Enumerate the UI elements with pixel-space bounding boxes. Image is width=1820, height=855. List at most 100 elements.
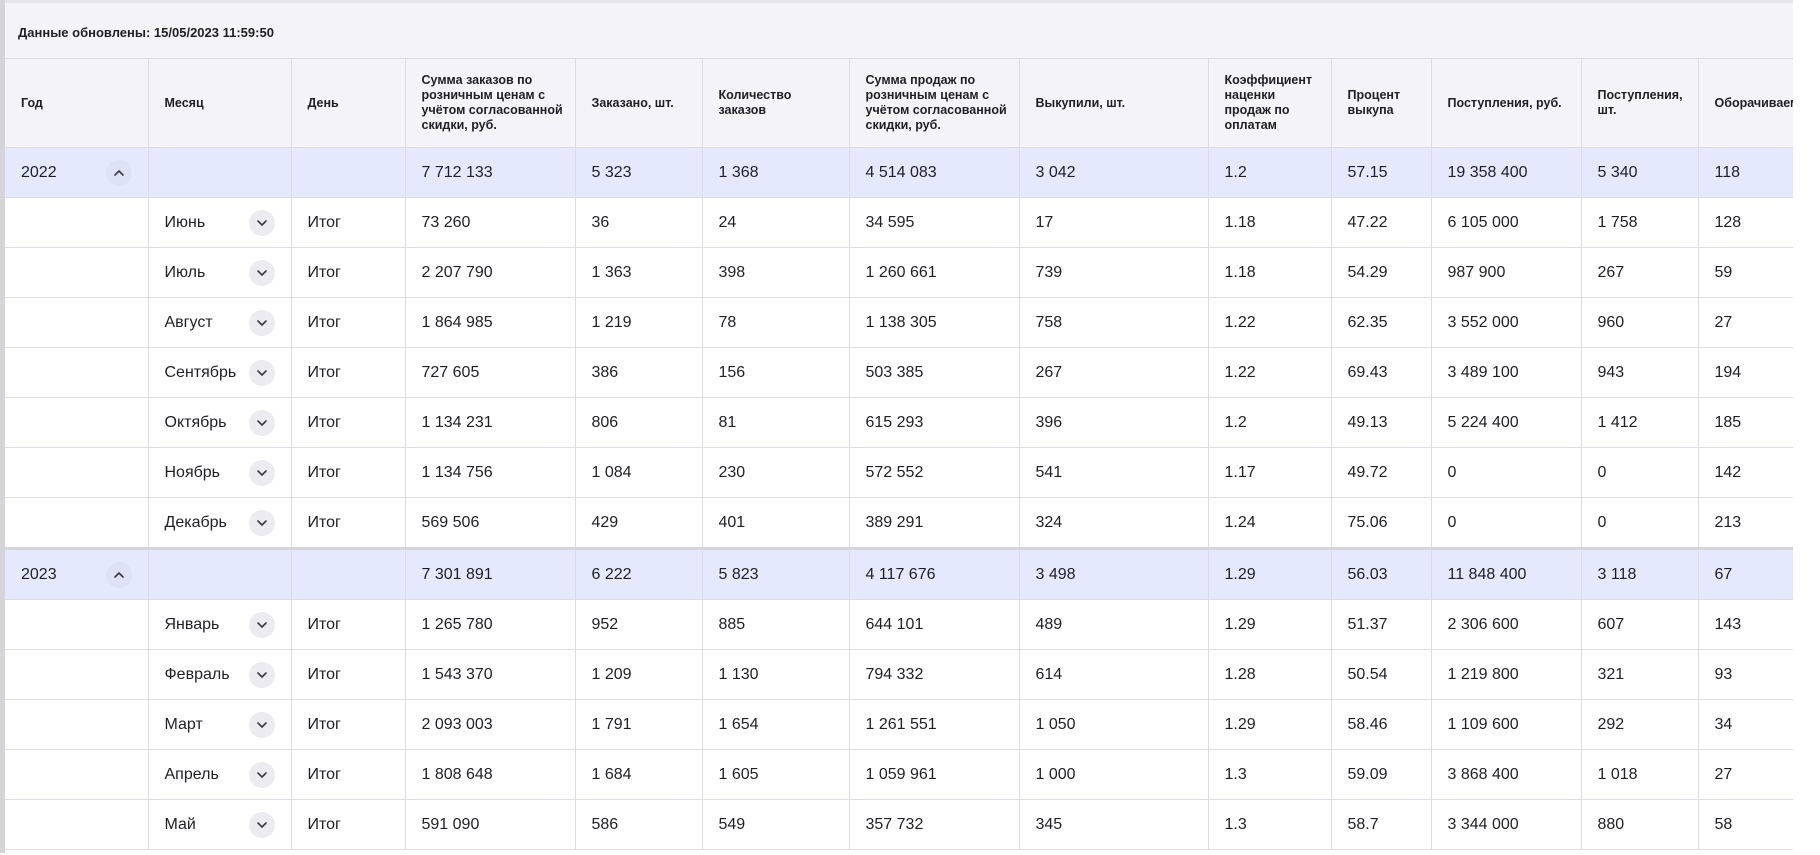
empty-year-cell: [5, 649, 149, 700]
column-header[interactable]: Заказано, шт.: [575, 59, 703, 148]
value-cell: 758: [1019, 297, 1209, 348]
column-header[interactable]: День: [291, 59, 406, 148]
day-cell: Итог: [291, 347, 406, 398]
month-cell-content: Декабрь: [164, 509, 291, 536]
table-header-row: Год Месяц День Сумма заказов по розничным ц…: [5, 59, 1793, 148]
value-cell: 58.7: [1331, 799, 1432, 850]
chevron-up-icon[interactable]: [105, 561, 132, 588]
value-cell: 1 412: [1581, 397, 1699, 448]
chevron-up-icon[interactable]: [105, 159, 132, 186]
chevron-down-icon[interactable]: [248, 209, 275, 236]
day-cell: Итог: [291, 497, 406, 549]
chevron-down-icon[interactable]: [248, 459, 275, 486]
year-label: 2023: [21, 565, 57, 583]
value-cell: 3 489 100: [1431, 347, 1582, 398]
column-header[interactable]: Оборачиваемость, дней: [1698, 59, 1793, 148]
total-value-cell: 118: [1698, 147, 1793, 198]
value-cell: 267: [1019, 347, 1209, 398]
value-cell: 49.72: [1331, 447, 1432, 498]
column-header[interactable]: Выкупили, шт.: [1019, 59, 1209, 148]
empty-year-cell: [5, 497, 149, 549]
value-cell: 1.3: [1208, 749, 1332, 800]
value-cell: 357 732: [849, 799, 1020, 850]
chevron-down-icon[interactable]: [248, 409, 275, 436]
value-cell: 386: [575, 347, 703, 398]
value-cell: 569 506: [405, 497, 576, 549]
value-cell: 3 868 400: [1431, 749, 1582, 800]
month-label: Апрель: [164, 765, 219, 783]
value-cell: 1.22: [1208, 297, 1332, 348]
value-cell: 396: [1019, 397, 1209, 448]
value-cell: 429: [575, 497, 703, 549]
day-cell: Итог: [291, 297, 406, 348]
day-cell: Итог: [291, 799, 406, 850]
month-cell: Август: [148, 297, 292, 348]
value-cell: 59: [1698, 247, 1793, 298]
value-cell: 27: [1698, 297, 1793, 348]
total-value-cell: 7 712 133: [405, 147, 576, 198]
value-cell: 1.18: [1208, 247, 1332, 298]
value-cell: 1 209: [575, 649, 703, 700]
table-row: Октябрь Итог 1 134 231 806 81 615 293 396 1.2 49…: [5, 397, 1793, 448]
total-value-cell: 1.29: [1208, 547, 1332, 600]
value-cell: 615 293: [849, 397, 1020, 448]
chevron-down-icon[interactable]: [248, 611, 275, 638]
value-cell: 27: [1698, 749, 1793, 800]
value-cell: 49.13: [1331, 397, 1432, 448]
value-cell: 34 595: [849, 197, 1020, 248]
month-label: Июль: [164, 263, 206, 281]
chevron-down-icon[interactable]: [248, 359, 275, 386]
value-cell: 58.46: [1331, 699, 1432, 750]
value-cell: 36: [575, 197, 703, 248]
total-value-cell: 67: [1698, 547, 1793, 600]
month-cell-content: Май: [165, 811, 291, 838]
value-cell: 607: [1581, 599, 1699, 650]
value-cell: 1 109 600: [1431, 699, 1582, 750]
chevron-down-icon[interactable]: [248, 509, 275, 536]
value-cell: 128: [1698, 197, 1793, 248]
year-cell: 2023: [5, 547, 149, 600]
column-header[interactable]: Поступления, шт.: [1581, 59, 1699, 148]
column-header[interactable]: Месяц: [148, 59, 292, 148]
chevron-down-icon[interactable]: [248, 309, 275, 336]
month-cell-content: Ноябрь: [165, 459, 291, 486]
value-cell: 58: [1698, 799, 1793, 850]
value-cell: 17: [1019, 197, 1209, 248]
value-cell: 591 090: [405, 799, 576, 850]
column-header[interactable]: Процент выкупа: [1331, 59, 1432, 148]
chevron-down-icon[interactable]: [248, 761, 275, 788]
month-label: Декабрь: [164, 513, 227, 531]
column-header[interactable]: Коэффициент наценки продаж по оплатам: [1208, 59, 1332, 148]
value-cell: 1 138 305: [849, 297, 1020, 348]
value-cell: 1 059 961: [849, 749, 1020, 800]
month-cell-content: Март: [165, 711, 291, 738]
value-cell: 1 219 800: [1431, 649, 1582, 700]
value-cell: 794 332: [849, 649, 1020, 700]
column-header[interactable]: Поступления, руб.: [1431, 59, 1582, 148]
total-value-cell: 11 848 400: [1431, 547, 1582, 600]
chevron-down-icon[interactable]: [248, 661, 275, 688]
chevron-down-icon[interactable]: [248, 811, 275, 838]
column-header[interactable]: Сумма продаж по розничным ценам с учётом…: [849, 59, 1020, 148]
column-header[interactable]: Сумма заказов по розничным ценам с учёто…: [405, 59, 576, 148]
chevron-down-icon[interactable]: [248, 259, 275, 286]
value-cell: 185: [1698, 397, 1793, 448]
day-cell: Итог: [291, 699, 406, 750]
value-cell: 1.29: [1208, 699, 1332, 750]
column-header[interactable]: Количество заказов: [702, 59, 850, 148]
value-cell: 1 084: [575, 447, 703, 498]
value-cell: 1.17: [1208, 447, 1332, 498]
value-cell: 1 654: [702, 699, 850, 750]
report-toolbar: Данные обновлены: 15/05/2023 11:59:50: [5, 0, 1793, 59]
column-header[interactable]: Год: [5, 59, 149, 148]
chevron-down-icon[interactable]: [248, 711, 275, 738]
day-cell: Итог: [291, 649, 406, 700]
table-row: Сентябрь Итог 727 605 386 156 503 385 267 1.22 6…: [5, 347, 1793, 398]
month-label: Июнь: [164, 213, 206, 231]
value-cell: 2 207 790: [405, 247, 576, 298]
month-cell-content: Июнь: [164, 209, 291, 236]
total-value-cell: 5 823: [702, 547, 850, 600]
day-cell: Итог: [291, 749, 406, 800]
value-cell: 727 605: [405, 347, 576, 398]
total-value-cell: 5 323: [575, 147, 703, 198]
